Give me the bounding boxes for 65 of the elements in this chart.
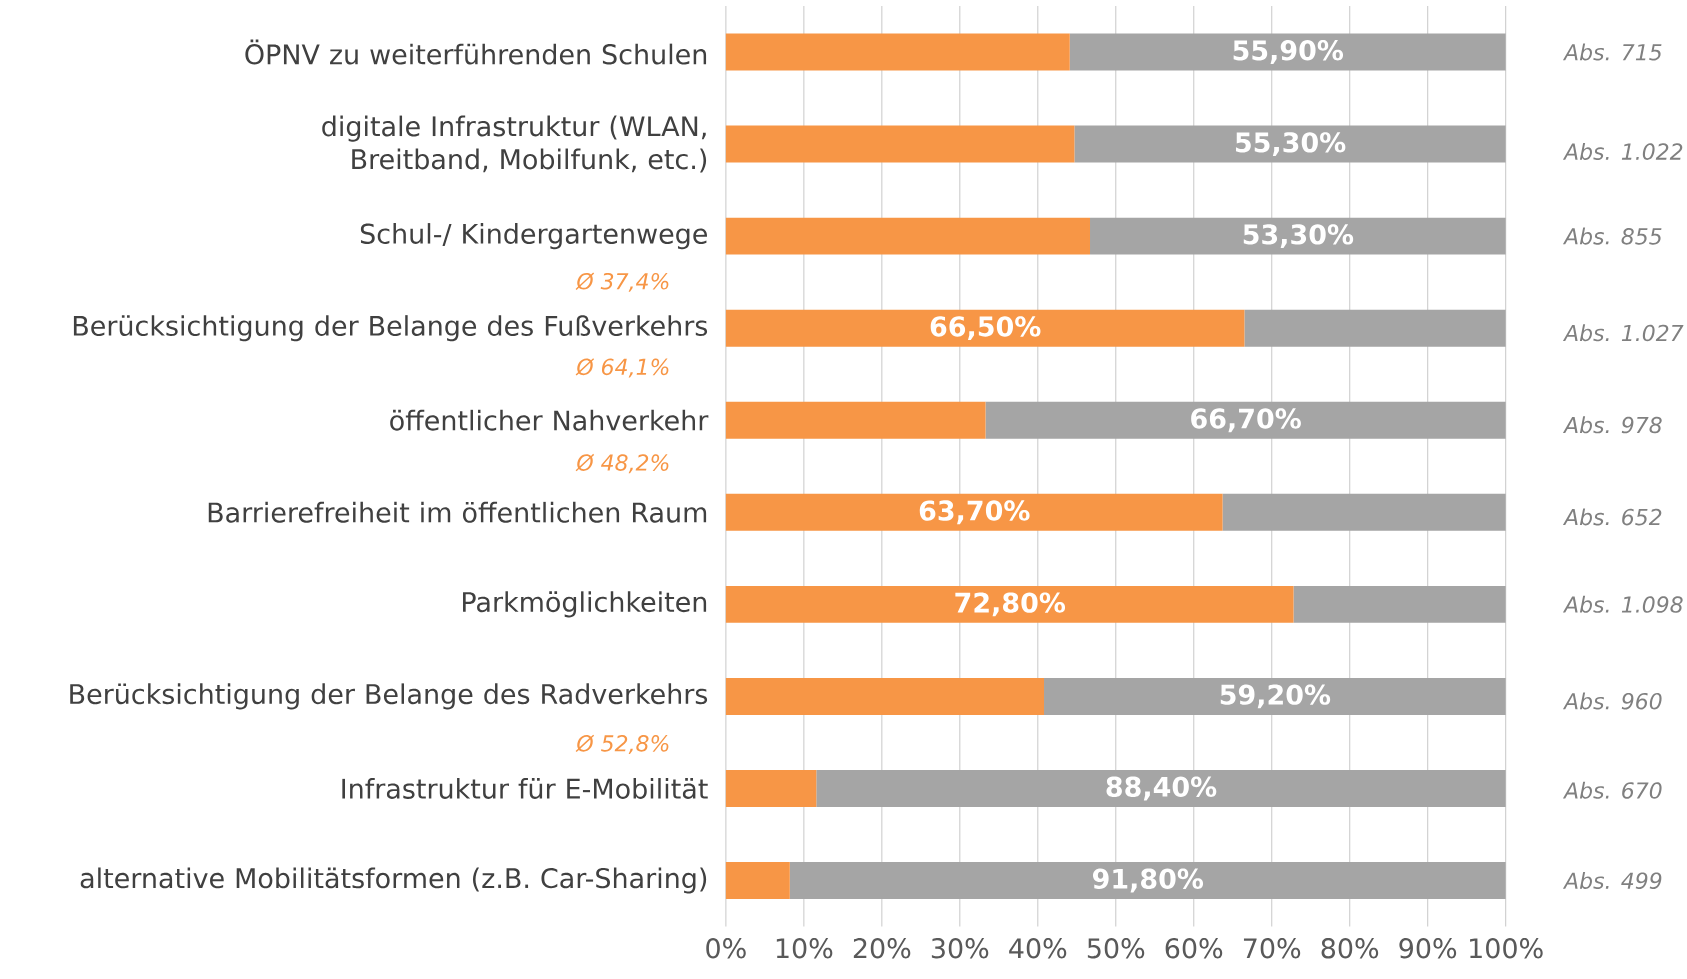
text: Abs. 499 xyxy=(1562,871,1662,889)
y-tick-label: Barrierefreiheit im öffentlichen Raum xyxy=(208,501,707,523)
x-tick-label: 10% xyxy=(776,937,833,959)
bar xyxy=(1069,33,1506,71)
x-tick-label: 90% xyxy=(1399,937,1457,959)
y-tick-label: alternative Mobilitätsformen (z.B. Car-Sharing) xyxy=(80,867,707,894)
data-label: 63,70% xyxy=(919,500,1030,524)
bar xyxy=(816,769,1506,807)
bar xyxy=(725,585,1294,623)
text: Abs. 1.098 xyxy=(1562,595,1683,613)
y-tick-label: digitale Infrastruktur (WLAN, Breitband, Mobilfunk, etc.) xyxy=(322,115,707,173)
bar xyxy=(725,125,1075,163)
text: Abs. 960 xyxy=(1562,692,1662,710)
bar xyxy=(725,769,817,807)
y-tick-label: Infrastruktur für E-Mobilität xyxy=(342,777,708,799)
text: Ø 37,4% xyxy=(575,272,669,292)
data-label: 72,80% xyxy=(955,592,1066,617)
y-tick-label: Berücksichtigung der Belange des Radverkehrs xyxy=(70,683,708,710)
bar xyxy=(1293,585,1506,623)
data-label: 66,70% xyxy=(1191,408,1301,432)
bar xyxy=(1044,677,1506,715)
bar xyxy=(725,309,1245,347)
data-label: 91,80% xyxy=(1092,868,1204,893)
bar xyxy=(725,33,1070,71)
bar xyxy=(725,493,1223,531)
data-label: 88,40% xyxy=(1106,776,1217,801)
y-tick-label: ÖPNV zu weiterführenden Schulen xyxy=(245,39,707,65)
data-label: 55,90% xyxy=(1233,39,1344,64)
text: Abs. 978 xyxy=(1562,416,1662,434)
x-tick-label: 100% xyxy=(1470,937,1543,959)
y-tick-label: Schul-/ Kindergartenwege xyxy=(360,222,707,249)
bar xyxy=(725,677,1045,715)
y-tick-label: öffentlicher Nahverkehr xyxy=(390,409,709,431)
x-tick-label: 20% xyxy=(853,937,911,959)
x-tick-label: 70% xyxy=(1243,937,1301,959)
x-tick-label: 30% xyxy=(931,937,989,959)
text: Abs. 1.022 xyxy=(1562,142,1683,160)
text: Abs. 715 xyxy=(1562,43,1662,61)
text: Abs. 1.027 xyxy=(1562,324,1684,342)
x-tick-label: 60% xyxy=(1165,937,1223,959)
bar xyxy=(1090,217,1506,255)
text: Ø 52,8% xyxy=(575,734,669,754)
x-tick-label: 0% xyxy=(706,937,746,959)
text: Abs. 855 xyxy=(1562,227,1662,245)
text: Ø 64,1% xyxy=(575,357,669,378)
data-label: 59,20% xyxy=(1220,684,1331,709)
data-label: 66,50% xyxy=(930,316,1041,340)
text: Abs. 670 xyxy=(1562,781,1662,799)
y-tick-label: Parkmöglichkeiten xyxy=(463,591,707,618)
bar xyxy=(789,861,1506,899)
data-label: 53,30% xyxy=(1243,223,1354,248)
bar xyxy=(725,217,1091,255)
text: Ø 48,2% xyxy=(575,453,669,473)
bar xyxy=(1222,493,1506,531)
x-tick-label: 40% xyxy=(1009,937,1067,959)
bar xyxy=(985,401,1506,439)
bar xyxy=(1244,309,1506,347)
x-tick-label: 50% xyxy=(1087,937,1145,959)
bar xyxy=(725,861,790,899)
bar xyxy=(1074,125,1506,163)
x-tick-label: 80% xyxy=(1321,937,1379,959)
y-tick-label: Berücksichtigung der Belange des Fußverkehrs xyxy=(73,314,708,342)
bar xyxy=(725,401,986,439)
data-label: 55,30% xyxy=(1235,131,1346,156)
text: Abs. 652 xyxy=(1562,508,1662,526)
